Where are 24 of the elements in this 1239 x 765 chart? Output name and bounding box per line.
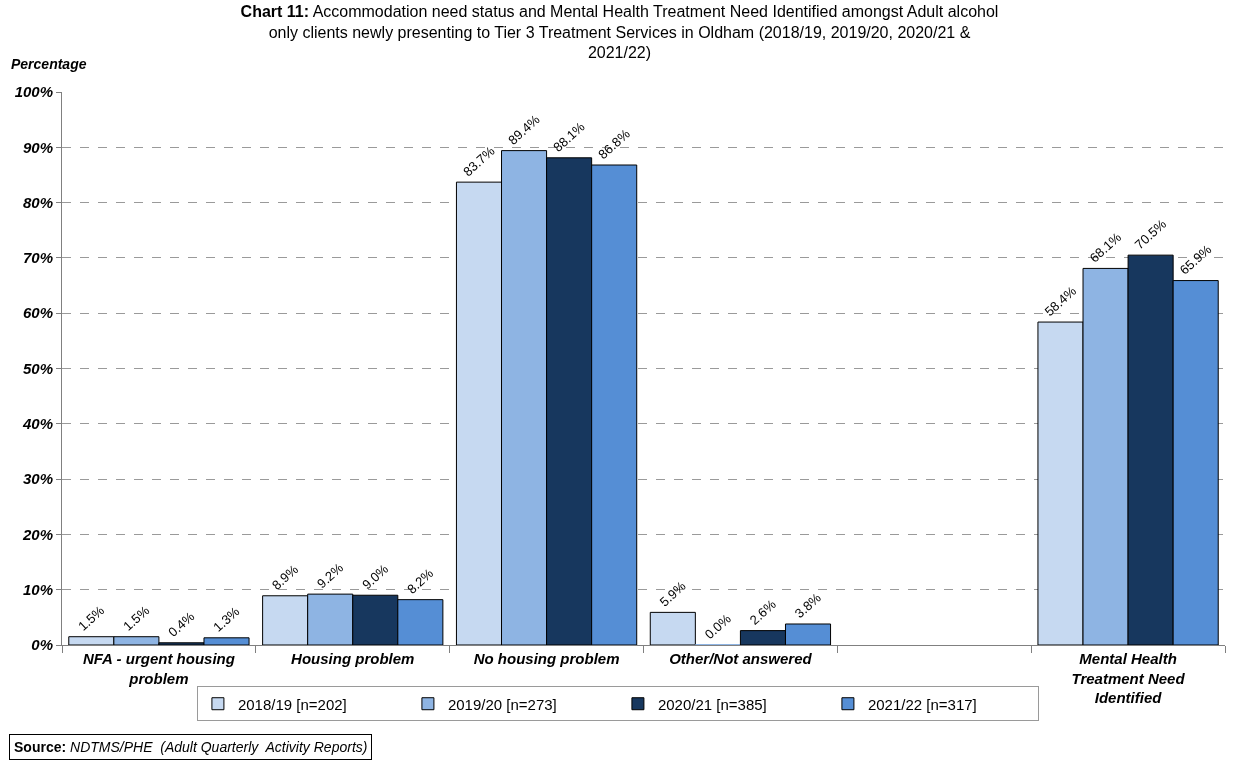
x-tick-label: No housing problem	[473, 650, 620, 667]
legend-label: 2019/20 [n=273]	[447, 695, 557, 713]
legend-label: 2020/21 [n=385]	[657, 695, 767, 713]
y-tick-label: 10%	[22, 580, 53, 598]
y-axis-title: Percentage	[11, 56, 87, 72]
y-tick-label: 70%	[22, 249, 53, 267]
source-note: Source: NDTMS/PHE (Adult Quarterly Activity Reports)	[14, 739, 368, 755]
x-tick-label: Mental Health Treatment Need Identified	[1071, 650, 1186, 706]
bar	[649, 611, 696, 645]
y-tick-label: 0%	[31, 636, 53, 654]
y-tick-label: 90%	[22, 138, 53, 156]
y-tick-label: 40%	[21, 415, 53, 433]
y-tick-label: 100%	[14, 83, 53, 101]
chart-title: Chart 11: Accommodation need status and Mental Health Treatment Need Identified amongst Adult alcohol only clients newly presenting to Tier 3 Treatment Services in Oldham (2018/19, 2019/20, 2020/21 & 2021/22)	[240, 2, 999, 62]
y-tick-label: 30%	[22, 470, 53, 488]
y-tick-label: 80%	[22, 193, 53, 211]
x-tick-label: NFA - urgent housing problem	[82, 650, 235, 687]
x-tick-label: Other/Not answered	[669, 650, 813, 667]
y-tick-label: 60%	[22, 304, 53, 322]
y-tick-label: 20%	[21, 525, 53, 543]
legend-label: 2021/22 [n=317]	[867, 695, 977, 713]
legend-label: 2018/19 [n=202]	[237, 695, 347, 713]
x-tick-label: Housing problem	[291, 650, 415, 667]
y-tick-label: 50%	[22, 359, 53, 377]
